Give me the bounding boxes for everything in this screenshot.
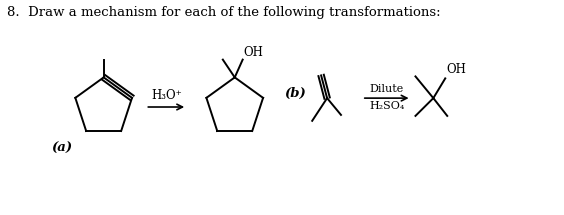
Text: (a): (a) xyxy=(51,141,73,155)
Text: 8.  Draw a mechanism for each of the following transformations:: 8. Draw a mechanism for each of the foll… xyxy=(7,6,441,19)
Text: H₃O⁺: H₃O⁺ xyxy=(151,89,182,102)
Text: Dilute: Dilute xyxy=(369,84,404,94)
Text: H₂SO₄: H₂SO₄ xyxy=(369,101,404,111)
Text: OH: OH xyxy=(446,63,466,76)
Text: OH: OH xyxy=(244,46,263,59)
Text: (b): (b) xyxy=(284,87,306,100)
